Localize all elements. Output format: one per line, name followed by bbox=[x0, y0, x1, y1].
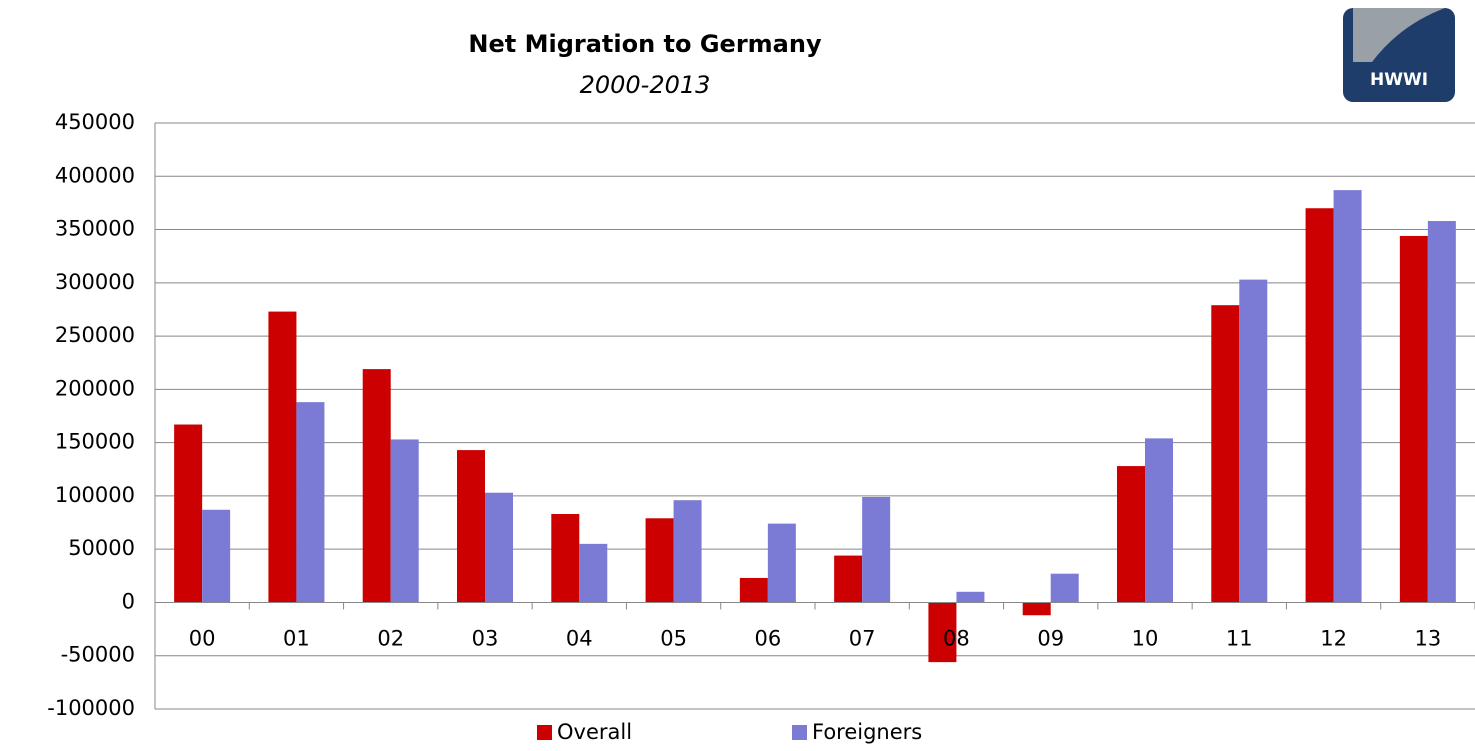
bar bbox=[551, 514, 580, 603]
y-tick-label: 350000 bbox=[55, 217, 135, 241]
chart-subtitle: 2000-2013 bbox=[580, 71, 711, 99]
legend-label: Overall bbox=[557, 720, 632, 744]
x-tick-label: 10 bbox=[1132, 626, 1159, 650]
y-tick-label: 200000 bbox=[55, 376, 135, 400]
y-tick-label: 100000 bbox=[55, 483, 135, 507]
x-tick-label: 09 bbox=[1037, 626, 1064, 650]
y-tick-label: 0 bbox=[122, 589, 135, 613]
bar bbox=[928, 602, 957, 663]
legend-swatch bbox=[537, 725, 552, 740]
x-tick-label: 00 bbox=[189, 626, 216, 650]
x-tick-label: 03 bbox=[472, 626, 499, 650]
bar bbox=[1239, 279, 1268, 603]
bar bbox=[673, 500, 702, 603]
bar bbox=[457, 450, 485, 603]
y-tick-label: 300000 bbox=[55, 270, 135, 294]
x-tick-label: 12 bbox=[1320, 626, 1347, 650]
legend-swatch bbox=[792, 725, 807, 740]
bar bbox=[956, 591, 985, 603]
x-tick-label: 07 bbox=[849, 626, 876, 650]
bar bbox=[268, 311, 297, 603]
bar bbox=[834, 555, 863, 603]
bar bbox=[1211, 305, 1240, 603]
x-tick-label: 08 bbox=[943, 626, 970, 650]
bar bbox=[739, 577, 768, 603]
bar bbox=[1050, 573, 1079, 603]
bar bbox=[862, 496, 891, 603]
logo-text: HWWI bbox=[1370, 70, 1428, 90]
y-tick-label: -50000 bbox=[61, 643, 135, 667]
bar bbox=[1022, 602, 1051, 616]
y-tick-label: -100000 bbox=[47, 696, 135, 720]
logo-swoosh bbox=[1353, 8, 1445, 62]
x-tick-label: 02 bbox=[377, 626, 404, 650]
bar bbox=[1427, 221, 1456, 603]
bar bbox=[1117, 466, 1145, 603]
bar bbox=[645, 518, 674, 603]
y-tick-label: 150000 bbox=[55, 430, 135, 454]
x-tick-label: 13 bbox=[1414, 626, 1441, 650]
bar bbox=[1305, 208, 1334, 603]
x-tick-label: 04 bbox=[566, 626, 593, 650]
y-tick-label: 450000 bbox=[55, 110, 135, 134]
y-tick-label: 400000 bbox=[55, 163, 135, 187]
bar bbox=[767, 523, 796, 603]
x-tick-label: 05 bbox=[660, 626, 687, 650]
bar bbox=[485, 492, 513, 603]
bar bbox=[1399, 235, 1428, 603]
y-tick-label: 50000 bbox=[68, 536, 135, 560]
x-tick-label: 01 bbox=[283, 626, 310, 650]
bar bbox=[296, 402, 325, 603]
bar bbox=[1333, 190, 1362, 603]
bar bbox=[202, 509, 231, 603]
y-tick-label: 250000 bbox=[55, 323, 135, 347]
bar bbox=[362, 369, 391, 603]
x-tick-label: 11 bbox=[1226, 626, 1253, 650]
logo: HWWI bbox=[1343, 8, 1455, 102]
chart-title: Net Migration to Germany bbox=[468, 30, 822, 58]
x-tick-label: 06 bbox=[754, 626, 781, 650]
legend-label: Foreigners bbox=[812, 720, 922, 744]
bar bbox=[1145, 438, 1173, 603]
bar bbox=[390, 439, 419, 603]
bar bbox=[174, 424, 203, 603]
bar bbox=[579, 543, 608, 603]
